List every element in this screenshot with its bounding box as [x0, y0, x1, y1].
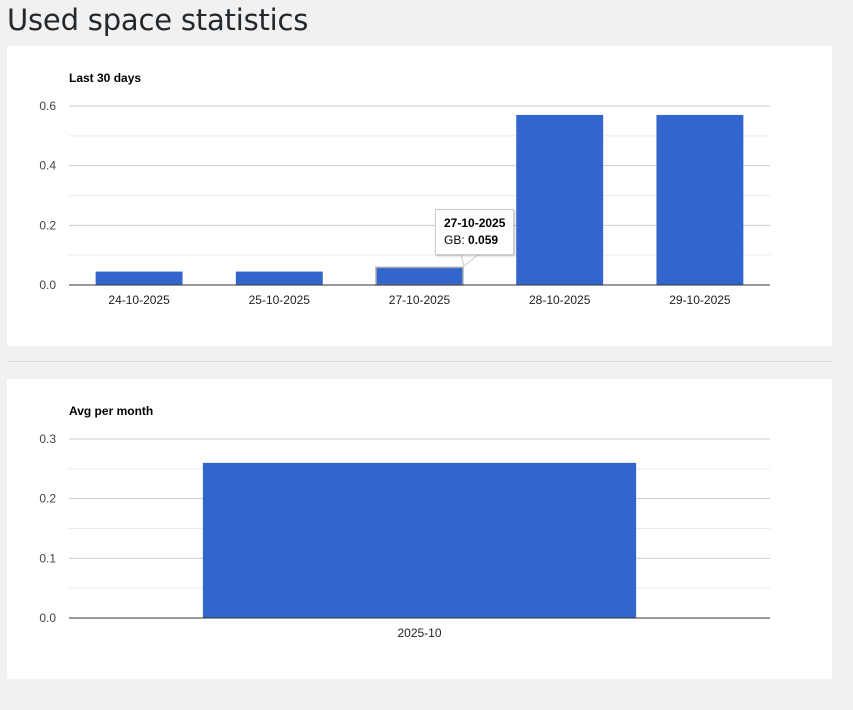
x-tick-label: 29-10-2025 [669, 293, 731, 307]
y-tick-label: 0.3 [39, 432, 56, 446]
chart-tooltip: 27-10-2025 GB: 0.059 [435, 209, 515, 255]
x-tick-label: 27-10-2025 [389, 293, 451, 307]
page-title: Used space statistics [7, 3, 309, 37]
bar [235, 271, 323, 285]
y-tick-label: 0.6 [39, 99, 56, 113]
bar-chart-avg-per-month: Avg per month 0.0 0.1 0.2 0.3 2025-10 [39, 404, 770, 640]
bar [375, 266, 464, 286]
chart-card-last-30-days: Last 30 days 0.0 0.2 0.4 0.6 24-10-2025 25-10-… [7, 46, 832, 346]
x-tick-label: 2025-10 [397, 626, 441, 640]
x-tick-label: 28-10-2025 [529, 293, 591, 307]
tooltip-date: 27-10-2025 [444, 216, 506, 230]
bar [516, 114, 604, 285]
x-tick-label: 25-10-2025 [249, 293, 311, 307]
y-tick-label: 0.2 [39, 492, 56, 506]
tooltip-series-label: GB: [444, 233, 465, 247]
chart-card-avg-per-month: Avg per month 0.0 0.1 0.2 0.3 2025-10 [7, 379, 832, 679]
bar [202, 462, 637, 618]
y-tick-label: 0.1 [39, 551, 56, 565]
x-tick-label: 24-10-2025 [108, 293, 170, 307]
bar [656, 114, 744, 285]
chart-title: Avg per month [69, 404, 153, 418]
chart-title: Last 30 days [69, 71, 141, 85]
y-tick-label: 0.2 [39, 218, 56, 232]
bar-chart-last-30-days: Last 30 days 0.0 0.2 0.4 0.6 24-10-2025 25-10-… [39, 71, 770, 307]
y-tick-label: 0.0 [39, 611, 56, 625]
tooltip-value: 0.059 [468, 233, 499, 247]
y-tick-label: 0.0 [39, 278, 56, 292]
y-tick-label: 0.4 [39, 159, 56, 173]
bar [95, 271, 183, 285]
divider [7, 361, 832, 362]
